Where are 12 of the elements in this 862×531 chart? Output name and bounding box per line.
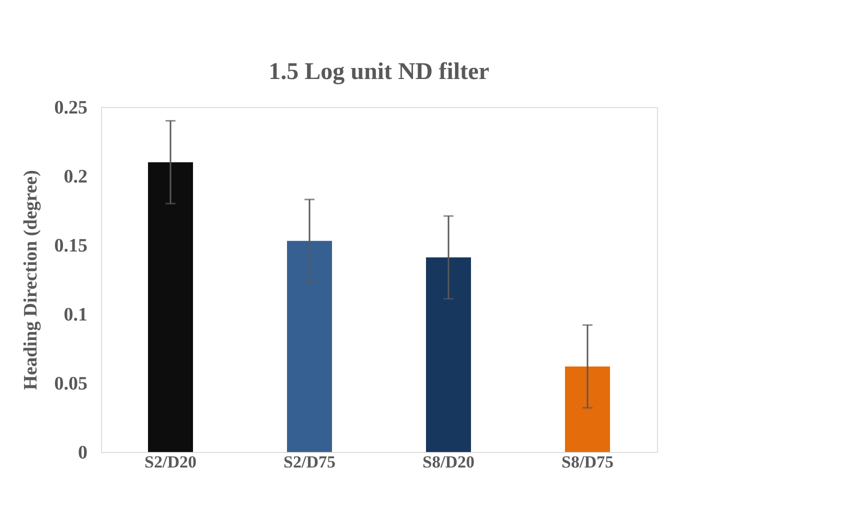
x-tick-label: S2/D75 [284,452,336,472]
x-tick-label: S2/D20 [144,452,196,472]
y-tick-label: 0.2 [64,166,88,188]
y-tick-label: 0.25 [54,98,88,118]
x-tick-label: S8/D75 [562,452,614,472]
y-tick-label: 0.1 [64,304,88,326]
chart-title: 1.5 Log unit ND filter [268,59,490,85]
y-tick-label: 0.05 [54,374,88,394]
x-tick-label: S8/D20 [422,452,474,472]
y-axis-title: Heading Direction (degree) [20,170,42,390]
y-tick-label: 0 [78,442,88,464]
y-tick-label: 0.15 [54,236,88,256]
